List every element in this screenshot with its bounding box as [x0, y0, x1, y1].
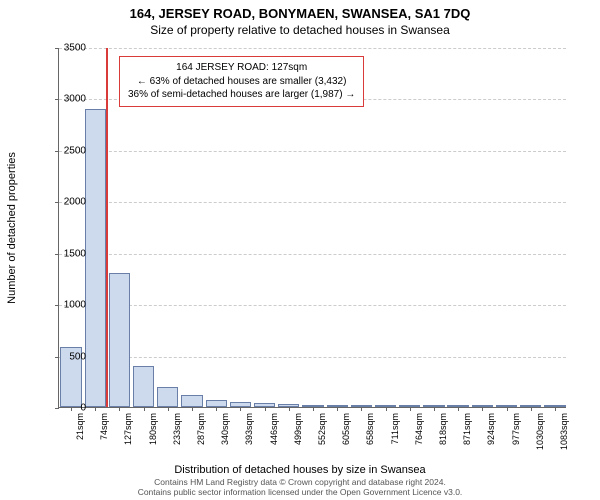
footer-line-1: Contains HM Land Registry data © Crown c… — [0, 477, 600, 488]
y-axis-label: Number of detached properties — [6, 152, 18, 304]
x-tick-mark — [531, 407, 532, 411]
callout-line: ← 63% of detached houses are smaller (3,… — [128, 75, 355, 89]
histogram-bar — [181, 395, 202, 407]
x-tick-mark — [313, 407, 314, 411]
x-tick-mark — [168, 407, 169, 411]
x-tick-mark — [216, 407, 217, 411]
x-tick-mark — [265, 407, 266, 411]
histogram-bar — [85, 109, 106, 407]
x-tick-mark — [386, 407, 387, 411]
y-tick-label: 2000 — [46, 197, 86, 208]
x-tick-mark — [192, 407, 193, 411]
plot-area: 21sqm74sqm127sqm180sqm233sqm287sqm340sqm… — [58, 48, 566, 408]
x-axis-label: Distribution of detached houses by size … — [0, 464, 600, 476]
x-tick-mark — [95, 407, 96, 411]
y-tick-label: 2500 — [46, 145, 86, 156]
histogram-bar — [109, 273, 130, 407]
x-tick-mark — [337, 407, 338, 411]
histogram-bar — [157, 387, 178, 407]
x-tick-mark — [482, 407, 483, 411]
x-tick-mark — [458, 407, 459, 411]
reference-marker-line — [106, 48, 108, 407]
x-tick-mark — [119, 407, 120, 411]
grid-line — [59, 305, 566, 306]
y-tick-label: 1000 — [46, 300, 86, 311]
y-tick-label: 3500 — [46, 43, 86, 54]
grid-line — [59, 254, 566, 255]
x-tick-mark — [410, 407, 411, 411]
grid-line — [59, 357, 566, 358]
x-tick-mark — [361, 407, 362, 411]
callout-line: 36% of semi-detached houses are larger (… — [128, 88, 355, 102]
grid-line — [59, 151, 566, 152]
y-tick-label: 0 — [46, 403, 86, 414]
histogram-bar — [133, 366, 154, 407]
callout-line: 164 JERSEY ROAD: 127sqm — [128, 61, 355, 75]
y-tick-label: 1500 — [46, 248, 86, 259]
x-tick-mark — [555, 407, 556, 411]
chart-subtitle: Size of property relative to detached ho… — [0, 21, 600, 39]
callout-box: 164 JERSEY ROAD: 127sqm← 63% of detached… — [119, 56, 364, 107]
grid-line — [59, 202, 566, 203]
chart-container: 164, JERSEY ROAD, BONYMAEN, SWANSEA, SA1… — [0, 0, 600, 500]
footer-line-2: Contains public sector information licen… — [0, 487, 600, 498]
x-tick-mark — [144, 407, 145, 411]
x-tick-mark — [240, 407, 241, 411]
y-tick-label: 3000 — [46, 94, 86, 105]
y-tick-label: 500 — [46, 351, 86, 362]
histogram-bar — [206, 400, 227, 407]
grid-line — [59, 48, 566, 49]
x-tick-mark — [507, 407, 508, 411]
x-tick-mark — [434, 407, 435, 411]
page-title: 164, JERSEY ROAD, BONYMAEN, SWANSEA, SA1… — [0, 0, 600, 21]
footer-attribution: Contains HM Land Registry data © Crown c… — [0, 477, 600, 498]
x-tick-mark — [289, 407, 290, 411]
